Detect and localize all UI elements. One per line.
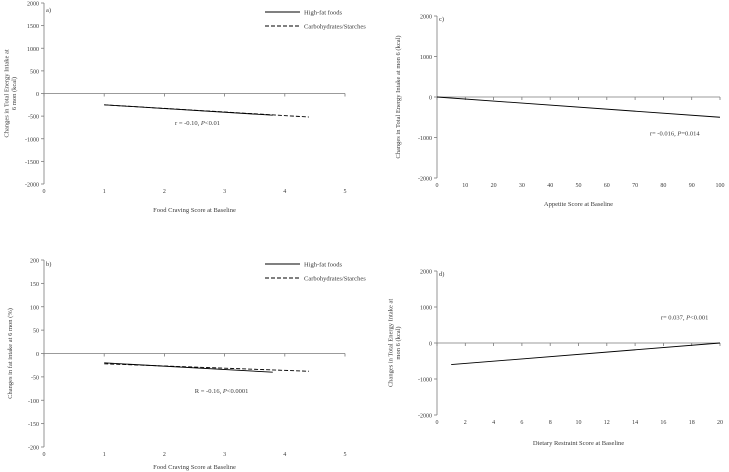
series-line-high-fat-foods [104,362,273,373]
x-tick-label: 4 [492,420,495,426]
panel-label: c) [439,16,444,23]
y-tick-label: -200 [28,446,39,452]
y-tick-label: 150 [30,282,39,288]
x-tick-label: 80 [660,183,666,189]
x-axis-title: Dietary Restraint Score at Baseline [533,440,624,447]
y-tick-label: -2000 [25,183,39,189]
legend-label: High-fat foods [304,9,343,16]
x-tick-label: 90 [689,183,695,189]
x-axis-title: Food Craving Score at Baseline [153,464,236,471]
x-tick-label: 10 [576,420,582,426]
x-axis-title: Food Craving Score at Baseline [153,207,236,214]
x-tick-label: 4 [283,452,286,458]
statistic-annotation: R = -0.16, P<0.0001 [195,388,249,395]
x-tick-label: 5 [344,452,347,458]
y-tick-label: -100 [28,399,39,405]
y-tick-label: 1500 [27,24,39,30]
y-tick-label: -500 [28,115,39,121]
series-line-dietary-restraint [451,342,721,366]
x-tick-label: 1 [103,452,106,458]
x-tick-label: 0 [436,420,439,426]
x-tick-label: 3 [223,452,226,458]
series-line-carbohydrates-starches [104,363,309,372]
y-tick-label: 2000 [420,15,432,21]
statistic-annotation: r= -0.016, P=0.014 [650,130,701,137]
x-tick-label: 4 [283,189,286,195]
y-tick-label: 100 [30,305,39,311]
x-tick-label: 14 [632,420,638,426]
x-tick-label: 0 [43,452,46,458]
y-tick-label: -50 [31,375,39,381]
x-tick-label: 2 [163,452,166,458]
legend-label: Carbohydrates/Starches [304,23,366,30]
x-tick-label: 40 [547,183,553,189]
x-tick-label: 0 [436,183,439,189]
y-tick-label: 0 [429,96,432,102]
y-tick-label: -2000 [418,414,432,420]
y-axis-title: Changes in Total Energy Intake at mon 6 … [395,35,402,158]
chart-panel-3: -200 -150 -100 -50 0 50 100 150 200 0 1 2 3 4 5 b) Food … [7,259,366,472]
x-tick-label: 16 [660,420,666,426]
y-axis-title: Changes in Total Energy Intake at6 mon (… [3,49,18,137]
x-tick-label: 3 [223,189,226,195]
x-tick-label: 60 [604,183,610,189]
y-tick-label: 2000 [27,2,39,8]
statistic-annotation: r= 0.037, P<0.001 [661,315,709,322]
y-tick-label: -1000 [25,137,39,143]
y-tick-label: 50 [33,329,39,335]
legend-label: Carbohydrates/Starches [304,275,366,282]
x-tick-label: 12 [604,420,610,426]
y-tick-label: -1500 [25,160,39,166]
y-tick-label: 1000 [420,55,432,61]
panel-label: a) [46,7,51,14]
y-tick-label: -1000 [418,378,432,384]
x-tick-label: 2 [464,420,467,426]
chart-panel-2: -2000 -1000 0 1000 2000 0 10 20 30 40 50 60 70 80 90 10… [395,15,725,209]
y-tick-label: 1000 [420,306,432,312]
y-tick-label: 0 [36,352,39,358]
y-tick-label: 500 [30,69,39,75]
legend: High-fat foods Carbohydrates/Starches [265,261,366,282]
x-tick-label: 100 [716,183,725,189]
x-axis-title: Appetite Score at Baseline [544,201,613,208]
x-tick-label: 8 [549,420,552,426]
x-tick-label: 10 [462,183,468,189]
y-tick-label: -1000 [418,136,432,142]
chart-panel-4: -2000 -1000 0 1000 2000 0 2 4 6 8 10 12 14 16 18 20 d) Di… [387,270,723,448]
x-tick-label: 1 [103,189,106,195]
y-tick-label: 2000 [420,270,432,276]
panel-label: d) [439,271,444,278]
panel-label: b) [46,261,51,268]
x-tick-label: 6 [520,420,523,426]
legend-label: High-fat foods [304,261,343,268]
x-tick-label: 5 [344,189,347,195]
chart-panel-1: -2000 -1500 -1000 -500 0 500 1000 1500 2000 0 1 2 3 4… [3,2,366,215]
x-tick-label: 20 [717,420,723,426]
series-line-appetite [436,96,721,118]
y-axis-title: Changes in fat intake at 6 mon (%) [7,308,14,399]
y-tick-label: 0 [36,92,39,98]
x-tick-label: 18 [689,420,695,426]
series-line-carbohydrates-starches [104,104,309,118]
y-tick-label: -150 [28,422,39,428]
statistic-annotation: r = -0.10, P<0.01 [175,120,220,127]
x-tick-label: 50 [576,183,582,189]
y-tick-label: 1000 [27,47,39,53]
x-tick-label: 20 [491,183,497,189]
x-tick-label: 0 [43,189,46,195]
y-tick-label: -2000 [418,177,432,183]
legend: High-fat foods Carbohydrates/Starches [265,9,366,30]
x-tick-label: 2 [163,189,166,195]
y-tick-label: 200 [30,259,39,265]
x-tick-label: 70 [632,183,638,189]
x-tick-label: 30 [519,183,525,189]
y-tick-label: 0 [429,342,432,348]
y-axis-title: Changes in Total Energy Intake atmon 6 (… [387,299,402,387]
